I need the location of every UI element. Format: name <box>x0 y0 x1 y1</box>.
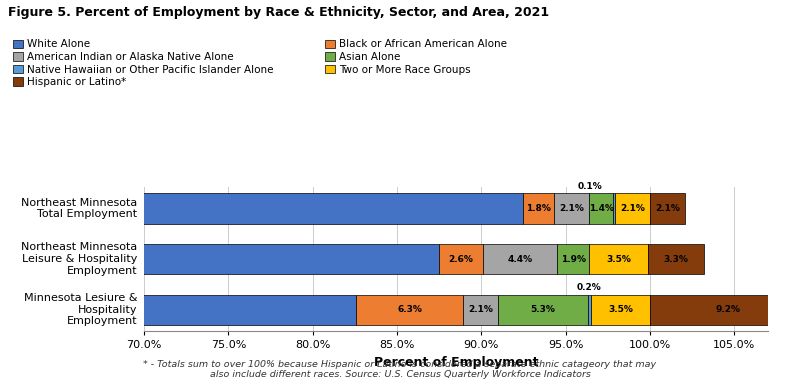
Bar <box>614 193 650 224</box>
Text: 2.1%: 2.1% <box>655 204 680 213</box>
Bar <box>590 244 648 274</box>
Text: 0.2%: 0.2% <box>577 283 602 292</box>
Bar <box>648 244 704 274</box>
Text: 1.9%: 1.9% <box>561 255 586 264</box>
Bar <box>439 244 483 274</box>
Text: 5.3%: 5.3% <box>530 305 555 314</box>
Bar <box>483 244 557 274</box>
Bar <box>613 193 614 224</box>
Text: 3.5%: 3.5% <box>608 305 633 314</box>
Text: 2.1%: 2.1% <box>620 204 645 213</box>
Legend: White Alone, American Indian or Alaska Native Alone, Native Hawaiian or Other Pa: White Alone, American Indian or Alaska N… <box>14 40 274 87</box>
Text: 2.6%: 2.6% <box>449 255 474 264</box>
Bar <box>0 244 439 274</box>
Text: 2.1%: 2.1% <box>559 204 584 213</box>
Text: 2.1%: 2.1% <box>468 305 493 314</box>
Bar <box>554 193 590 224</box>
Bar <box>650 193 686 224</box>
Text: 1.8%: 1.8% <box>526 204 551 213</box>
Bar <box>0 295 357 325</box>
Bar <box>557 244 590 274</box>
Text: 0.1%: 0.1% <box>578 182 602 191</box>
Text: Figure 5. Percent of Employment by Race & Ethnicity, Sector, and Area, 2021: Figure 5. Percent of Employment by Race … <box>8 6 549 19</box>
Bar <box>0 193 523 224</box>
X-axis label: Percent of Employment: Percent of Employment <box>374 356 538 369</box>
Bar <box>498 295 587 325</box>
Bar <box>587 295 591 325</box>
Bar <box>591 295 650 325</box>
Text: 1.4%: 1.4% <box>589 204 614 213</box>
Bar <box>357 295 462 325</box>
Bar <box>590 193 613 224</box>
Text: 3.5%: 3.5% <box>606 255 631 264</box>
Text: 3.3%: 3.3% <box>664 255 689 264</box>
Text: 6.3%: 6.3% <box>397 305 422 314</box>
Text: 9.2%: 9.2% <box>715 305 740 314</box>
Bar <box>462 295 498 325</box>
Legend: Black or African American Alone, Asian Alone, Two or More Race Groups: Black or African American Alone, Asian A… <box>326 40 506 75</box>
Bar <box>523 193 554 224</box>
Text: 4.4%: 4.4% <box>507 255 533 264</box>
Text: * - Totals sum to over 100% because Hispanic or Latino is considered a separate : * - Totals sum to over 100% because Hisp… <box>143 360 657 379</box>
Bar <box>650 295 800 325</box>
